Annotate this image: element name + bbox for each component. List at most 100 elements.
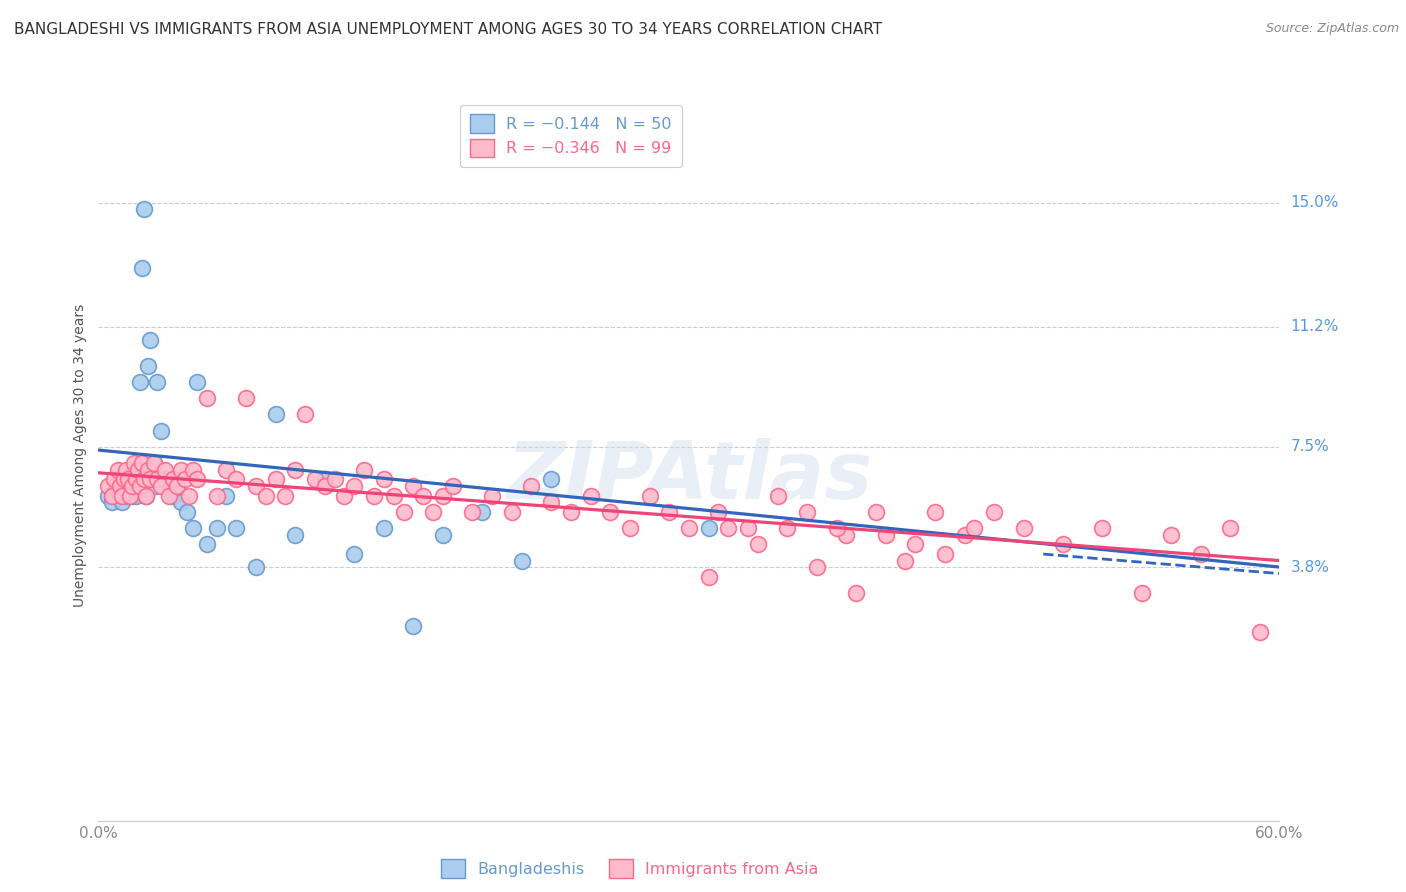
- Text: 15.0%: 15.0%: [1291, 195, 1339, 211]
- Point: [128, 479, 150, 493]
- Point: [343, 547, 366, 561]
- Point: [284, 462, 307, 476]
- Point: [894, 553, 917, 567]
- Point: [501, 505, 523, 519]
- Point: [471, 505, 494, 519]
- Point: [776, 521, 799, 535]
- Point: [107, 482, 129, 496]
- Point: [904, 537, 927, 551]
- Point: [658, 505, 681, 519]
- Point: [294, 407, 316, 421]
- Point: [678, 521, 700, 535]
- Point: [402, 479, 425, 493]
- Point: [107, 462, 129, 476]
- Point: [245, 479, 267, 493]
- Point: [225, 472, 247, 486]
- Point: [373, 472, 395, 486]
- Point: [953, 527, 976, 541]
- Point: [118, 479, 141, 493]
- Point: [157, 472, 180, 486]
- Point: [619, 521, 641, 535]
- Point: [146, 375, 169, 389]
- Point: [176, 505, 198, 519]
- Point: [127, 462, 149, 476]
- Point: [101, 495, 124, 509]
- Point: [1160, 527, 1182, 541]
- Point: [540, 495, 562, 509]
- Point: [205, 489, 228, 503]
- Point: [707, 505, 730, 519]
- Point: [825, 521, 848, 535]
- Point: [162, 489, 184, 503]
- Point: [333, 489, 356, 503]
- Point: [737, 521, 759, 535]
- Point: [274, 489, 297, 503]
- Point: [806, 560, 828, 574]
- Point: [983, 505, 1005, 519]
- Point: [796, 505, 818, 519]
- Point: [195, 391, 218, 405]
- Point: [304, 472, 326, 486]
- Point: [1012, 521, 1035, 535]
- Point: [146, 472, 169, 486]
- Point: [1249, 625, 1271, 640]
- Point: [112, 472, 135, 486]
- Point: [520, 479, 543, 493]
- Point: [186, 375, 208, 389]
- Point: [125, 472, 148, 486]
- Point: [1219, 521, 1241, 535]
- Point: [363, 489, 385, 503]
- Point: [174, 472, 197, 486]
- Point: [865, 505, 887, 519]
- Point: [135, 489, 157, 503]
- Point: [461, 505, 484, 519]
- Point: [122, 456, 145, 470]
- Point: [150, 479, 173, 493]
- Text: 7.5%: 7.5%: [1291, 439, 1329, 454]
- Point: [638, 489, 661, 503]
- Point: [155, 472, 177, 486]
- Point: [560, 505, 582, 519]
- Point: [215, 462, 238, 476]
- Point: [432, 489, 454, 503]
- Point: [136, 462, 159, 476]
- Point: [170, 495, 193, 509]
- Point: [264, 407, 287, 421]
- Point: [373, 521, 395, 535]
- Point: [284, 527, 307, 541]
- Point: [697, 521, 720, 535]
- Point: [131, 260, 153, 275]
- Point: [747, 537, 769, 551]
- Point: [422, 505, 444, 519]
- Point: [117, 489, 139, 503]
- Point: [510, 553, 533, 567]
- Point: [103, 472, 125, 486]
- Point: [245, 560, 267, 574]
- Point: [125, 489, 148, 503]
- Point: [150, 424, 173, 438]
- Point: [122, 462, 145, 476]
- Point: [105, 479, 128, 493]
- Point: [128, 375, 150, 389]
- Point: [157, 489, 180, 503]
- Point: [264, 472, 287, 486]
- Point: [835, 527, 858, 541]
- Point: [117, 472, 139, 486]
- Point: [115, 482, 138, 496]
- Point: [481, 489, 503, 503]
- Point: [115, 462, 138, 476]
- Point: [225, 521, 247, 535]
- Point: [441, 479, 464, 493]
- Point: [235, 391, 257, 405]
- Point: [540, 472, 562, 486]
- Point: [101, 489, 124, 503]
- Point: [122, 472, 145, 486]
- Point: [145, 479, 167, 493]
- Point: [402, 618, 425, 632]
- Legend: Bangladeshis, Immigrants from Asia: Bangladeshis, Immigrants from Asia: [433, 851, 827, 886]
- Point: [97, 479, 120, 493]
- Point: [108, 479, 131, 493]
- Y-axis label: Unemployment Among Ages 30 to 34 years: Unemployment Among Ages 30 to 34 years: [73, 303, 87, 607]
- Point: [141, 472, 163, 486]
- Point: [353, 462, 375, 476]
